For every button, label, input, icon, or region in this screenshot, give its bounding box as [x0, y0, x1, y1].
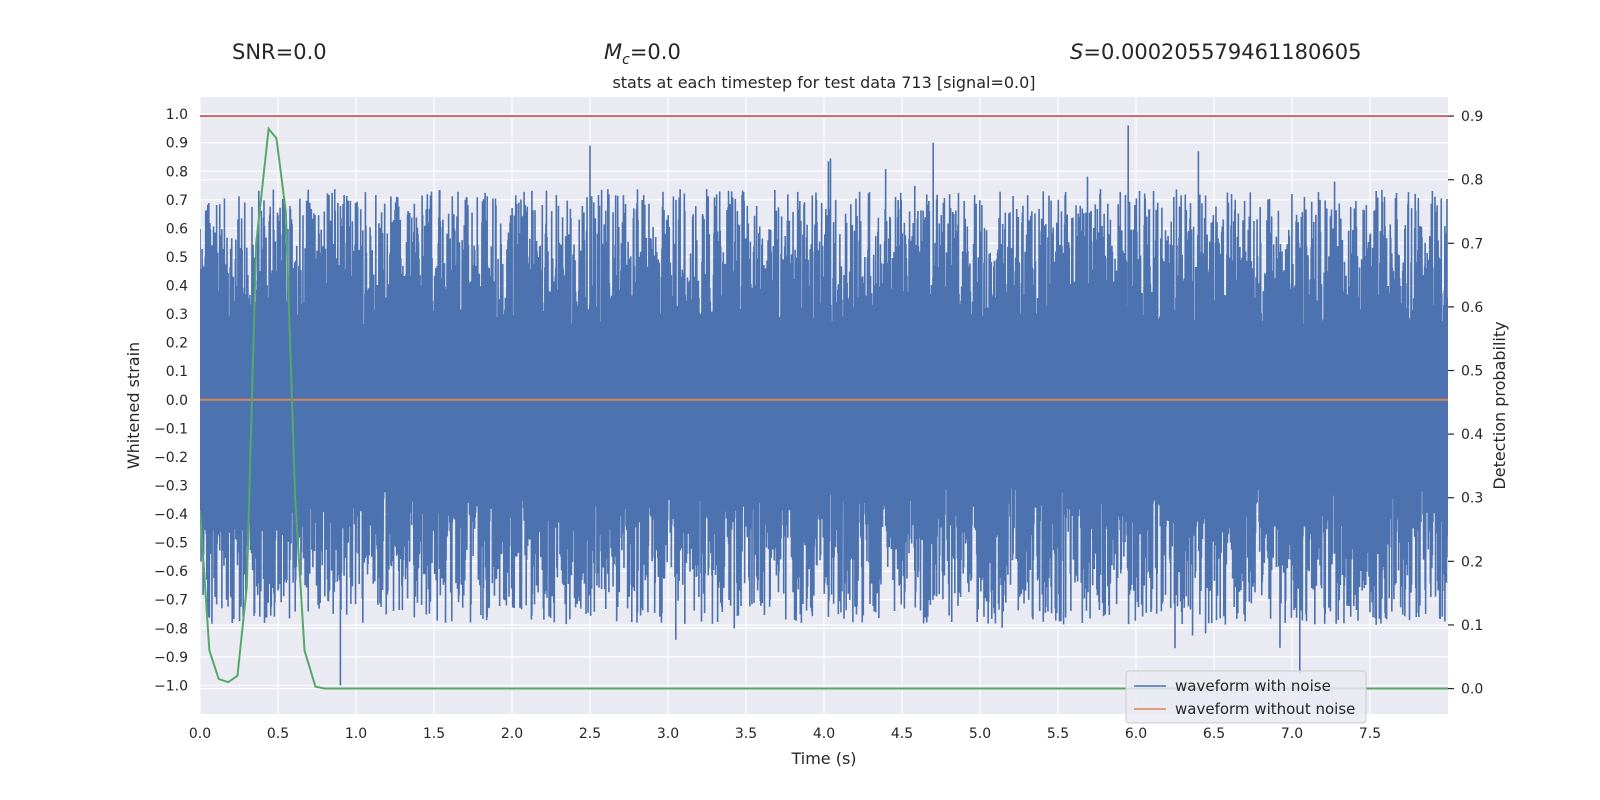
x-tick-label: 4.5	[891, 726, 913, 742]
right-tick-label: 0.0	[1461, 682, 1483, 698]
x-tick-label: 0.5	[267, 726, 289, 742]
x-tick-label: 3.0	[657, 726, 679, 742]
x-tick-label: 7.0	[1281, 726, 1303, 742]
x-axis-label: Time (s)	[790, 749, 856, 768]
y-tick-label: 0.2	[166, 336, 188, 352]
right-tick-label: 0.4	[1461, 427, 1483, 443]
y-tick-label: −1.0	[154, 678, 188, 694]
right-tick-label: 0.6	[1461, 300, 1483, 316]
chirp-mass-subscript: c	[622, 52, 630, 69]
y-tick-label: 0.4	[166, 279, 188, 295]
y-tick-label: 0.5	[166, 250, 188, 266]
chirp-mass-readout: Mc=0.0	[604, 40, 681, 68]
waveform-dense-core	[200, 331, 1448, 482]
y-tick-label: 0.3	[166, 307, 188, 323]
y-tick-label: −0.6	[154, 564, 188, 580]
statistic-value: =0.000205579461180605	[1083, 40, 1362, 64]
right-tick-label: 0.1	[1461, 618, 1483, 634]
x-tick-label: 1.0	[345, 726, 367, 742]
statistic-readout: S=0.000205579461180605	[1070, 40, 1361, 64]
y-tick-label: −0.3	[154, 478, 188, 494]
right-tick-label: 0.2	[1461, 554, 1483, 570]
snr-value: 0.0	[293, 40, 327, 64]
y-tick-label: 0.7	[166, 193, 188, 209]
axes-layer: 0.0 0.5 1.0 1.5 2.0 2.5 3.0 3.5 4.0 4.5 5.0 5.5 6.0 6…	[154, 107, 1483, 742]
chirp-mass-symbol: M	[604, 40, 623, 64]
x-tick-label: 2.0	[501, 726, 523, 742]
y-tick-label: 0.8	[166, 164, 188, 180]
y-tick-label: 0.6	[166, 221, 188, 237]
x-tick-label: 5.0	[969, 726, 991, 742]
chart-title: stats at each timestep for test data 713…	[612, 73, 1035, 92]
statistic-symbol: S	[1070, 40, 1084, 64]
series-detection-probability	[200, 126, 1448, 690]
x-tick-label: 2.5	[579, 726, 601, 742]
y-tick-label: −0.8	[154, 621, 188, 637]
y-tick-label: −0.4	[154, 507, 188, 523]
legend-box	[1125, 670, 1367, 724]
y-tick-label: −0.7	[154, 593, 188, 609]
snr-label: SNR=	[232, 40, 294, 64]
y-tick-label: 1.0	[166, 107, 188, 123]
y-tick-label: −0.2	[154, 450, 188, 466]
right-tick-label: 0.7	[1461, 236, 1483, 252]
x-tick-label: 7.5	[1359, 726, 1381, 742]
chirp-mass-value: =0.0	[629, 40, 681, 64]
x-tick-label: 6.5	[1203, 726, 1225, 742]
right-tick-label: 0.9	[1461, 109, 1483, 125]
x-tick-label: 6.0	[1125, 726, 1147, 742]
y-tick-label: 0.1	[166, 364, 188, 380]
legend: waveform with noise waveform without noi…	[1125, 670, 1367, 724]
snr-readout: SNR=0.0	[232, 40, 327, 64]
y-tick-label: −0.1	[154, 421, 188, 437]
right-tick-label: 0.8	[1461, 173, 1483, 189]
y-tick-label: −0.5	[154, 536, 188, 552]
x-tick-label: 5.5	[1047, 726, 1069, 742]
x-tick-label: 0.0	[189, 726, 211, 742]
y-tick-label: 0.0	[166, 393, 188, 409]
legend-label-clean: waveform without noise	[1175, 700, 1355, 718]
x-tick-label: 3.5	[735, 726, 757, 742]
y-tick-label: −0.9	[154, 650, 188, 666]
right-axis-label: Detection probability	[1490, 321, 1509, 489]
x-tick-label: 4.0	[813, 726, 835, 742]
y-axis-label: Whitened strain	[124, 342, 143, 469]
x-tick-label: 1.5	[423, 726, 445, 742]
right-tick-label: 0.3	[1461, 491, 1483, 507]
legend-label-noisy: waveform with noise	[1175, 677, 1331, 695]
right-tick-label: 0.5	[1461, 364, 1483, 380]
series-layer	[200, 115, 1448, 690]
y-tick-label: 0.9	[166, 136, 188, 152]
